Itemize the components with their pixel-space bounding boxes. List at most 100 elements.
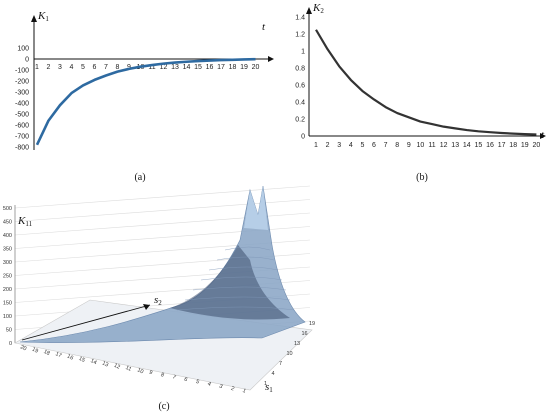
a-x-tick: 2 — [47, 64, 51, 71]
b-x-tick: 10 — [417, 142, 425, 149]
a-x-tick: 14 — [183, 64, 191, 71]
c-s2-tick: 17 — [54, 351, 62, 359]
c-s1-tick: 10 — [287, 351, 293, 357]
b-y-label: K2 — [312, 2, 324, 15]
a-x-tick: 12 — [160, 64, 168, 71]
a-x-tick: 6 — [93, 64, 97, 71]
b-series-line — [315, 29, 537, 136]
b-x-tick: 1 — [314, 142, 318, 149]
b-x-tick: 3 — [337, 142, 341, 149]
c-s2-tick: 12 — [113, 363, 121, 371]
c-gridline — [14, 185, 311, 209]
c-panel-label: (c) — [158, 401, 169, 412]
a-x-tick: 4 — [70, 64, 74, 71]
c-s2-tick: 1 — [241, 388, 246, 395]
a-x-tick: 20 — [252, 64, 260, 71]
c-s2-tick: 16 — [66, 354, 74, 362]
a-y-tick: -600 — [15, 123, 29, 130]
a-x-tick: 19 — [240, 64, 248, 71]
a-y-label: K1 — [37, 10, 49, 23]
a-y-tick: -100 — [15, 68, 29, 75]
b-x-tick: 15 — [475, 142, 483, 149]
b-x-tick: 11 — [428, 142, 435, 149]
b-y-arrow — [306, 7, 312, 14]
c-z-label: K11 — [17, 215, 33, 228]
a-x-tick: 16 — [206, 64, 214, 71]
b-y-tick: 0 — [301, 134, 305, 141]
c-mesh-line — [192, 286, 287, 291]
c-s2-tick: 18 — [43, 349, 51, 357]
b-x-tick: 20 — [533, 142, 541, 149]
c-s1-label: s1 — [265, 381, 273, 394]
b-x-tick: 4 — [349, 142, 353, 149]
a-x-tick: 15 — [194, 64, 202, 71]
a-x-tick: 7 — [104, 64, 108, 71]
b-panel-label: (b) — [416, 172, 428, 183]
c-z-tick: 50 — [6, 328, 12, 334]
c-z-tick: 400 — [3, 233, 12, 239]
a-x-tick: 3 — [58, 64, 62, 71]
c-z-tick: 300 — [3, 260, 12, 266]
b-x-tick: 13 — [451, 142, 459, 149]
a-y-arrow — [31, 15, 37, 22]
c-z-tick: 350 — [3, 247, 12, 253]
a-x-arrow — [268, 56, 274, 62]
b-x-tick: 17 — [498, 142, 506, 149]
c-z-tick: 0 — [9, 341, 12, 347]
a-x-tick: 9 — [127, 64, 131, 71]
c-s2-tick: 14 — [89, 358, 97, 366]
a-y-tick: -300 — [15, 90, 29, 97]
a-y-tick: -400 — [15, 101, 29, 108]
b-x-tick: 14 — [463, 142, 471, 149]
c-mesh-line — [200, 276, 283, 281]
c-s2-tick: 2 — [230, 386, 235, 393]
a-y-tick: -700 — [15, 134, 29, 141]
b-y-tick: 1.4 — [295, 15, 305, 22]
c-s2-label: s2 — [154, 294, 162, 307]
c-s2-tick: 15 — [78, 356, 86, 364]
b-x-tick: 5 — [360, 142, 364, 149]
a-x-tick: 18 — [229, 64, 237, 71]
a-series-line — [35, 57, 256, 146]
b-x-tick: 6 — [372, 142, 376, 149]
b-y-tick: 1 — [301, 49, 305, 56]
a-x-tick: 5 — [81, 64, 85, 71]
c-s2-tick: 8 — [160, 372, 165, 379]
c-z-tick: 150 — [3, 301, 12, 307]
b-y-tick: 0.8 — [295, 66, 305, 73]
c-s2-tick: 19 — [31, 347, 39, 355]
a-x-tick: 17 — [217, 64, 225, 71]
b-x-tick: 9 — [407, 142, 411, 149]
c-s2-tick: 10 — [136, 367, 144, 375]
b-x-tick: 8 — [395, 142, 399, 149]
a-x-tick: 13 — [171, 64, 179, 71]
c-mesh-line — [176, 306, 295, 311]
b-x-tick: 16 — [486, 142, 494, 149]
b-x-tick: 12 — [440, 142, 448, 149]
b-y-tick: 0.2 — [295, 117, 305, 124]
c-z-tick: 200 — [3, 287, 12, 293]
a-x-tick: 8 — [116, 64, 120, 71]
a-x-label: t — [262, 21, 266, 33]
c-z-tick: 100 — [3, 314, 12, 320]
c-s1-tick: 13 — [294, 341, 300, 347]
c-s2-tick: 5 — [195, 379, 200, 386]
c-z-tick: 450 — [3, 220, 12, 226]
c-s2-tick: 4 — [206, 381, 211, 388]
c-s1-tick: 1 — [264, 381, 267, 387]
c-s2-tick: 11 — [124, 365, 132, 373]
c-mesh-line — [208, 266, 279, 271]
b-x-tick: 18 — [509, 142, 517, 149]
c-s2-tick: 20 — [19, 344, 27, 352]
c-z-tick: 250 — [3, 274, 12, 280]
c-mesh-line — [184, 296, 291, 301]
b-y-tick: 1.2 — [295, 32, 305, 39]
b-x-label: t — [541, 129, 545, 141]
c-s1-tick: 16 — [302, 331, 308, 337]
b-y-tick: 0.6 — [295, 83, 305, 90]
c-s2-arrow-line — [21, 304, 151, 341]
c-s2-tick: 9 — [148, 370, 153, 377]
a-y-tick: 100 — [17, 46, 29, 53]
